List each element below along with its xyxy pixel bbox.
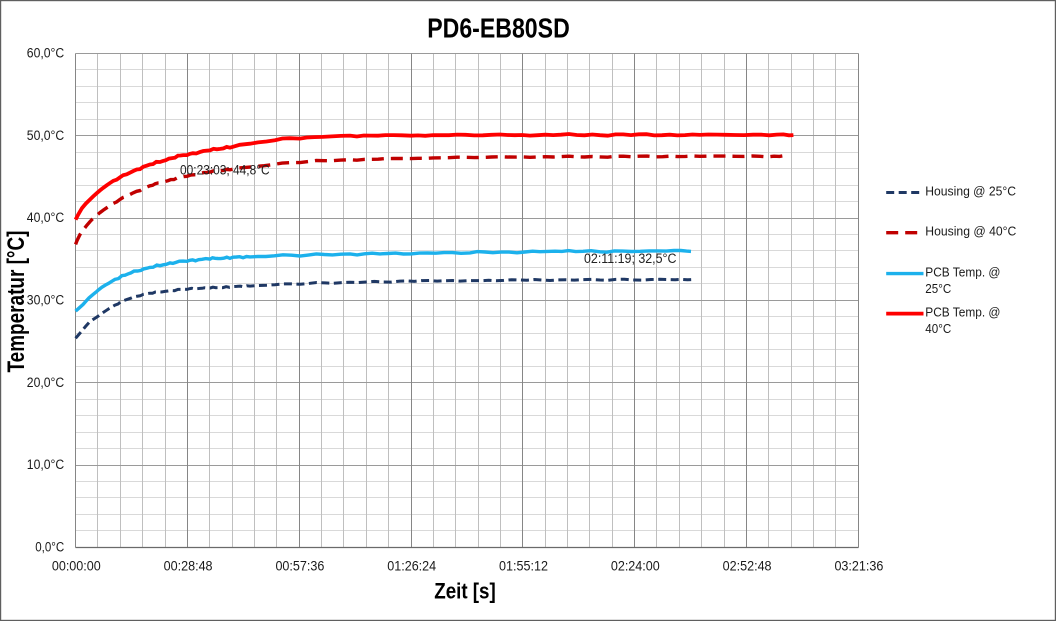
svg-text:00:57:36: 00:57:36 bbox=[275, 558, 324, 573]
svg-text:03:21:36: 03:21:36 bbox=[834, 558, 883, 573]
svg-text:02:11:19; 32,5°C: 02:11:19; 32,5°C bbox=[584, 251, 677, 266]
svg-text:01:26:24: 01:26:24 bbox=[387, 558, 436, 573]
svg-text:50,0°C: 50,0°C bbox=[27, 128, 65, 143]
svg-text:0,0°C: 0,0°C bbox=[35, 540, 64, 555]
svg-text:60,0°C: 60,0°C bbox=[27, 46, 65, 61]
svg-text:Zeit [s]: Zeit [s] bbox=[434, 578, 496, 603]
svg-text:30,0°C: 30,0°C bbox=[27, 293, 65, 308]
svg-text:20,0°C: 20,0°C bbox=[27, 375, 65, 390]
svg-text:00:00:00: 00:00:00 bbox=[52, 558, 101, 573]
svg-text:Housing @ 25°C: Housing @ 25°C bbox=[925, 183, 1016, 198]
svg-text:01:55:12: 01:55:12 bbox=[499, 558, 548, 573]
svg-text:40°C: 40°C bbox=[925, 321, 951, 336]
svg-text:02:52:48: 02:52:48 bbox=[723, 558, 772, 573]
svg-text:00:28:48: 00:28:48 bbox=[164, 558, 213, 573]
svg-text:PCB Temp. @: PCB Temp. @ bbox=[925, 305, 1000, 320]
svg-text:25°C: 25°C bbox=[925, 281, 951, 296]
svg-text:PD6-EB80SD: PD6-EB80SD bbox=[427, 13, 570, 44]
svg-text:40,0°C: 40,0°C bbox=[27, 210, 65, 225]
svg-text:02:24:00: 02:24:00 bbox=[611, 558, 660, 573]
svg-text:Temperatur [°C]: Temperatur [°C] bbox=[3, 231, 30, 373]
svg-text:00:23:03; 44,8°C: 00:23:03; 44,8°C bbox=[180, 163, 270, 178]
svg-text:PCB Temp. @: PCB Temp. @ bbox=[925, 265, 1000, 280]
svg-text:Housing @ 40°C: Housing @ 40°C bbox=[925, 224, 1016, 239]
svg-text:10,0°C: 10,0°C bbox=[27, 457, 65, 472]
